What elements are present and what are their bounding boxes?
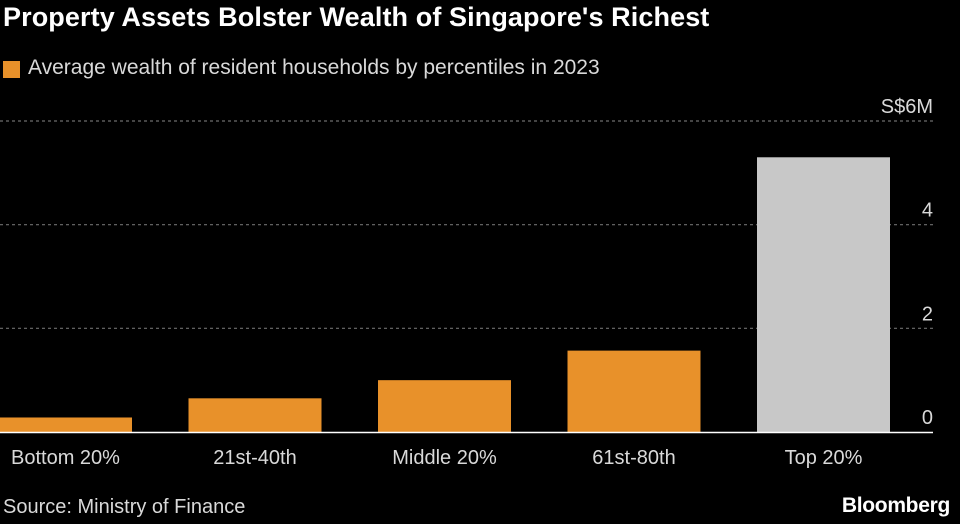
x-tick-label: Top 20% [785,447,863,469]
bar [188,398,322,432]
legend: Average wealth of resident households by… [3,56,600,80]
x-tick-label: 61st-80th [592,447,675,469]
bar [378,380,511,432]
bloomberg-logo: Bloomberg [841,494,950,517]
bar [567,350,701,432]
bar [757,157,890,433]
chart-title: Property Assets Bolster Wealth of Singap… [3,2,710,32]
legend-swatch [3,60,20,78]
legend-label: Average wealth of resident households by… [28,56,600,79]
bar [0,417,132,432]
y-tick-label: S$6M [881,96,933,118]
x-tick-label: Bottom 20% [11,447,120,469]
y-tick-label: 0 [922,407,933,429]
y-tick-label: 2 [922,303,933,325]
y-tick-label: 4 [922,200,933,222]
source-note: Source: Ministry of Finance [3,496,246,518]
x-tick-label: 21st-40th [213,447,296,469]
x-tick-label: Middle 20% [392,447,497,469]
